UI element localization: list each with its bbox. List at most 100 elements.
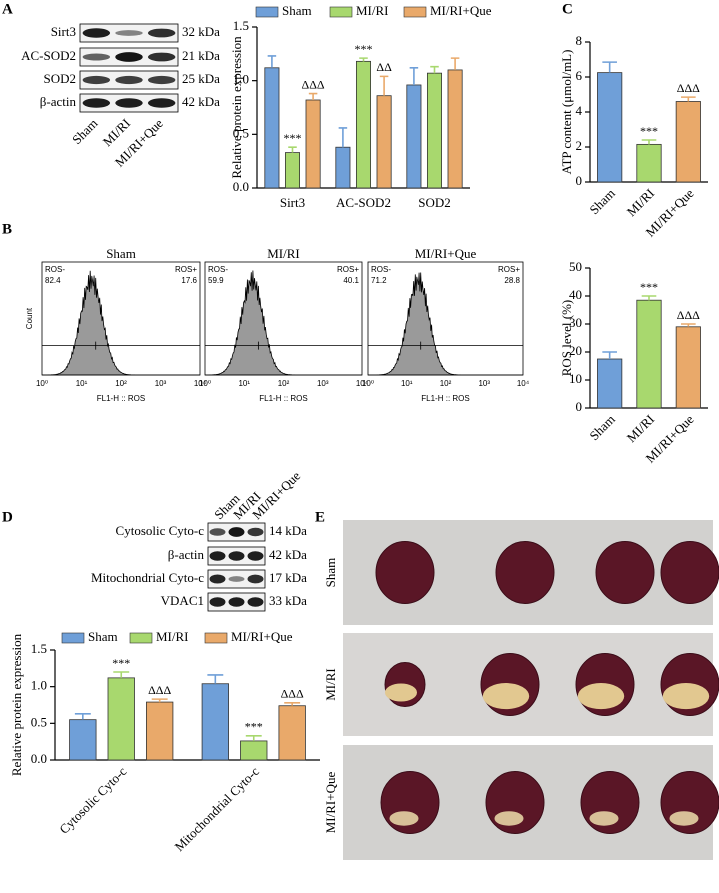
- blot-size: 33 kDa: [269, 593, 307, 608]
- error-bar: [207, 674, 224, 684]
- error-bar: [288, 146, 297, 153]
- significance-label: ΔΔΔ: [302, 77, 325, 91]
- photo-row-label: Sham: [323, 558, 338, 588]
- error-bar: [602, 351, 617, 359]
- blot-band: [147, 28, 176, 38]
- blot-band: [147, 75, 176, 85]
- legend-swatch: [403, 6, 427, 18]
- error-bar: [267, 55, 277, 68]
- flow-title: MI/RI+Que: [415, 246, 477, 261]
- y-tick-label: 0: [576, 399, 583, 414]
- infarct-area: [389, 811, 419, 826]
- blot-band: [228, 551, 245, 561]
- bar: [146, 701, 174, 761]
- gate-value: 17.6: [181, 276, 197, 285]
- legend-label: MI/RI+Que: [430, 3, 492, 18]
- y-tick-label: 8: [576, 33, 583, 48]
- error-bar: [151, 698, 168, 703]
- blot-protein: Cytosolic Cyto-c: [116, 523, 205, 538]
- blot-size: 42 kDa: [269, 547, 307, 562]
- blot-size: 21 kDa: [182, 48, 220, 63]
- flow-tick-label: 10⁰: [362, 379, 374, 388]
- y-axis-label: Relative protein expression: [229, 36, 244, 179]
- significance-label: ***: [640, 124, 658, 138]
- legend-label: Sham: [282, 3, 312, 18]
- significance-label: ΔΔΔ: [281, 687, 304, 701]
- blot-protein: VDAC1: [161, 593, 204, 608]
- flow-tick-label: 10⁴: [194, 379, 207, 388]
- error-bar: [74, 713, 91, 720]
- blot-band: [115, 30, 143, 36]
- blot-size: 17 kDa: [269, 570, 307, 585]
- blot-protein: Mitochondrial Cyto-c: [91, 570, 204, 585]
- flow-tick-label: 10²: [278, 379, 290, 388]
- y-tick-label: 4: [576, 103, 583, 118]
- y-tick-label: 0.0: [31, 751, 47, 766]
- flow-tick-label: 10⁰: [199, 379, 211, 388]
- significance-label: ΔΔΔ: [148, 683, 171, 697]
- flow-histogram: [42, 270, 200, 376]
- bar: [335, 146, 351, 189]
- blot-protein: SOD2: [43, 71, 76, 86]
- gate-label: ROS+: [498, 265, 520, 274]
- y-tick-label: 0.5: [31, 714, 47, 729]
- legend-label: MI/RI: [156, 629, 189, 644]
- panel-letter: E: [315, 509, 325, 525]
- blot-band: [147, 98, 176, 108]
- x-tick-label: AC-SOD2: [336, 195, 391, 210]
- flow-x-label: FL1-H :: ROS: [421, 394, 469, 403]
- error-bar: [409, 66, 419, 85]
- flow-tick-label: 10¹: [76, 379, 88, 388]
- bar: [240, 740, 268, 761]
- x-tick-label: Mitochondrial Cyto-c: [171, 763, 262, 854]
- significance-label: ΔΔΔ: [677, 81, 700, 95]
- blot-band: [228, 576, 245, 582]
- blot-band: [82, 53, 111, 61]
- bar: [597, 358, 623, 409]
- infarct-area: [385, 683, 417, 702]
- error-bar: [641, 295, 657, 301]
- blot-band: [209, 597, 226, 607]
- flow-x-label: FL1-H :: ROS: [259, 394, 307, 403]
- error-bar: [450, 57, 460, 70]
- legend-label: MI/RI: [356, 3, 389, 18]
- gate-value: 40.1: [343, 276, 359, 285]
- blot-frame: [79, 23, 179, 43]
- error-bar: [338, 127, 348, 148]
- bar: [264, 67, 280, 189]
- gate-value: 28.8: [504, 276, 520, 285]
- legend-swatch: [61, 632, 85, 644]
- bar: [675, 326, 701, 409]
- blot-size: 25 kDa: [182, 71, 220, 86]
- legend-swatch: [204, 632, 228, 644]
- error-bar: [681, 96, 696, 102]
- blot-band: [247, 574, 264, 584]
- error-bar: [245, 735, 262, 741]
- flow-title: Sham: [106, 246, 136, 261]
- blot-band: [115, 52, 143, 62]
- x-tick-label: Cytosolic Cyto-c: [56, 763, 129, 836]
- significance-label: ΔΔΔ: [677, 308, 700, 322]
- infarct-area: [589, 811, 619, 826]
- infarct-area: [669, 811, 699, 826]
- bar: [201, 683, 229, 761]
- blot-band: [115, 75, 143, 85]
- legend-swatch: [329, 6, 353, 18]
- heart-slice: [595, 541, 655, 604]
- error-bar: [359, 57, 368, 62]
- blot-protein: β-actin: [40, 94, 77, 109]
- blot-band: [82, 98, 111, 108]
- y-tick-label: 0.5: [233, 125, 249, 140]
- gate-value: 59.9: [208, 276, 224, 285]
- y-tick-label: 2: [576, 138, 583, 153]
- flow-y-label: Count: [25, 307, 34, 329]
- significance-label: ***: [284, 131, 302, 145]
- y-tick-label: 1.0: [233, 72, 249, 87]
- y-axis-label: Relative protein expression: [9, 633, 24, 776]
- y-tick-label: 1.0: [31, 678, 47, 693]
- y-tick-label: 0.0: [233, 179, 249, 194]
- error-bar: [602, 61, 617, 73]
- error-bar: [113, 671, 130, 678]
- blot-band: [228, 527, 245, 537]
- y-tick-label: 50: [569, 259, 582, 274]
